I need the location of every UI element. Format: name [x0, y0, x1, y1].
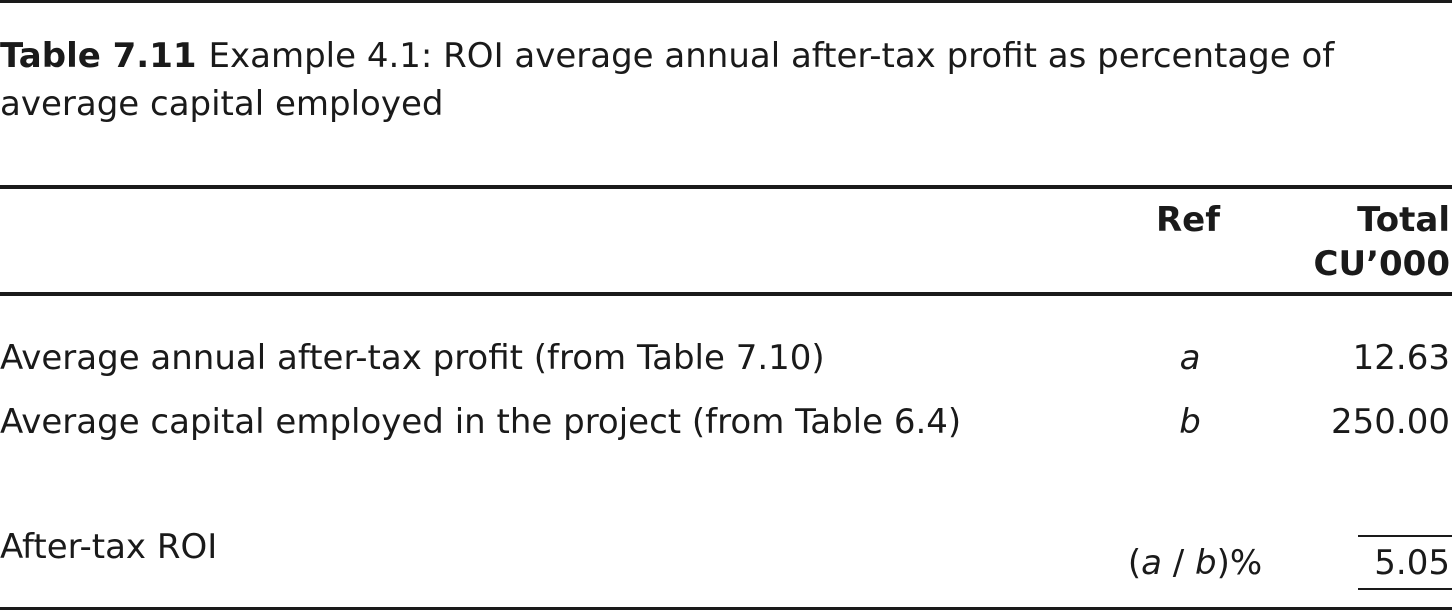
table-title: Example 4.1: ROI average annual after-ta…: [0, 36, 1335, 124]
table-caption: Table 7.11 Example 4.1: ROI average annua…: [0, 32, 1440, 128]
column-header-ref: Ref: [1155, 200, 1220, 240]
result-label: After-tax ROI: [0, 527, 218, 567]
bottom-rule: [0, 607, 1452, 610]
row-label-profit: Average annual after-tax profit (from Ta…: [0, 338, 825, 378]
row-value-capital: 250.00: [1331, 402, 1450, 442]
row-label-capital: Average capital employed in the project …: [0, 402, 962, 442]
header-top-rule: [0, 185, 1452, 189]
top-rule: [0, 0, 1452, 3]
total-top-line: [1358, 535, 1452, 537]
table-number: Table 7.11: [0, 36, 197, 76]
column-header-unit: CU’000: [1313, 244, 1450, 284]
formula-close: )%: [1216, 543, 1263, 583]
column-header-total: Total: [1357, 200, 1450, 240]
row-value-profit: 12.63: [1352, 338, 1450, 378]
formula-slash: /: [1161, 543, 1195, 583]
formula-open: (: [1127, 543, 1142, 583]
result-value: 5.05: [1374, 543, 1450, 583]
formula-b: b: [1195, 543, 1217, 583]
header-bottom-rule: [0, 292, 1452, 296]
row-ref-capital: b: [1179, 402, 1201, 442]
formula-a: a: [1141, 543, 1162, 583]
row-ref-profit: a: [1179, 338, 1201, 378]
result-ref-formula: (a / b)%: [1110, 543, 1280, 583]
total-bottom-line: [1358, 588, 1452, 590]
